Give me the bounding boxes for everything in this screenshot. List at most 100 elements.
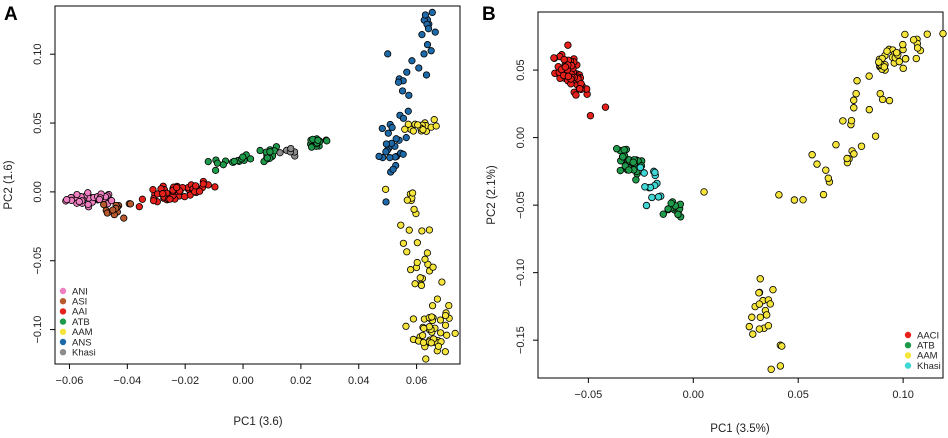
data-point-aam: [419, 331, 427, 340]
data-point-aam: [409, 189, 417, 197]
data-point-aam: [880, 63, 889, 71]
data-point-aaci: [560, 55, 568, 64]
legend-swatch-aam: [904, 352, 912, 359]
data-point-aam: [878, 95, 887, 104]
y-tick-label: −0.05: [515, 191, 527, 219]
y-tick-label: −0.15: [515, 326, 527, 354]
data-point-atb: [323, 137, 331, 145]
data-point-aam: [892, 48, 901, 57]
legend-swatch-aaci: [904, 331, 912, 339]
data-point-ans: [427, 47, 435, 55]
data-point-aam: [865, 72, 873, 80]
x-tick-label: 0.00: [232, 375, 253, 387]
x-tick-label: 0.10: [892, 389, 913, 401]
data-point-aam: [451, 329, 459, 337]
data-point-aam: [407, 266, 415, 274]
data-point-atb: [659, 210, 667, 218]
data-point-aam: [755, 325, 764, 333]
data-point-aam: [865, 105, 873, 114]
data-point-ans: [405, 91, 413, 99]
data-point-aam: [429, 263, 437, 271]
data-point-aam: [745, 322, 753, 331]
panel-a-letter: A: [4, 4, 18, 25]
data-point-aam: [832, 141, 840, 149]
data-point-aam: [790, 196, 799, 204]
data-point-ani: [84, 189, 92, 197]
data-point-ani: [63, 196, 71, 204]
data-point-aai: [138, 195, 146, 203]
data-point-aai: [199, 180, 207, 188]
data-point-ans: [422, 71, 431, 79]
data-point-aam: [875, 58, 883, 66]
x-tick-label: −0.05: [574, 389, 602, 401]
data-point-aam: [778, 342, 786, 350]
data-point-atb: [619, 153, 627, 161]
data-point-asi: [109, 206, 117, 214]
data-point-aam: [847, 116, 856, 125]
data-point-aam: [436, 329, 445, 337]
data-point-ans: [404, 107, 412, 115]
data-point-ans: [420, 50, 428, 58]
data-point-khasi: [654, 193, 663, 201]
data-point-atb: [314, 136, 322, 144]
data-point-atb: [246, 155, 255, 163]
legend-label-aam: AAM: [917, 351, 938, 362]
data-point-atb: [620, 146, 628, 154]
data-point-aam: [414, 121, 422, 129]
panel-a-y-axis-label: PC2 (1.6): [3, 160, 15, 209]
data-point-atb: [212, 166, 220, 174]
data-point-aam: [767, 365, 775, 373]
data-point-aam: [399, 239, 408, 247]
data-point-atb: [613, 145, 621, 153]
data-point-aam: [404, 120, 412, 128]
data-point-aam: [425, 226, 434, 234]
data-point-ans: [382, 198, 390, 206]
data-point-atb: [632, 176, 640, 184]
data-point-aam: [441, 348, 449, 356]
data-point-ans: [398, 87, 407, 95]
data-point-ans: [403, 68, 411, 76]
data-point-ans: [382, 140, 390, 148]
y-tick-label: −0.10: [515, 259, 527, 287]
data-point-aam: [852, 89, 860, 98]
data-point-aam: [445, 301, 453, 310]
data-point-khasi: [642, 201, 651, 210]
data-point-ans: [415, 64, 423, 72]
data-point-aam: [756, 275, 764, 283]
data-point-ans: [384, 129, 392, 137]
data-point-aam: [432, 122, 440, 130]
panel-a-points: [62, 8, 459, 363]
data-point-aam: [402, 322, 410, 330]
data-point-ans: [386, 154, 394, 162]
data-point-aam: [857, 142, 866, 150]
data-point-atb: [213, 159, 222, 167]
data-point-ans: [375, 152, 383, 161]
data-point-aam: [409, 315, 418, 323]
data-point-aaci: [586, 111, 595, 120]
data-point-aam: [416, 274, 424, 282]
data-point-aam: [419, 126, 427, 134]
data-point-aam: [428, 302, 437, 310]
data-point-aam: [427, 339, 435, 347]
data-point-aam: [824, 174, 833, 182]
data-point-aam: [438, 278, 446, 286]
data-point-aai: [135, 203, 143, 211]
data-point-ans: [378, 124, 386, 133]
data-point-aam: [913, 44, 922, 52]
legend-label-aaci: AACI: [917, 330, 939, 341]
data-point-ans: [384, 50, 392, 58]
data-point-atb: [230, 157, 238, 165]
panel-a-x-axis: −0.06 −0.04 −0.02 0.00 0.02 0.04 0.06: [56, 364, 427, 387]
data-point-aam: [843, 154, 851, 163]
data-point-aam: [901, 30, 909, 39]
data-point-aaci: [550, 54, 558, 62]
data-point-aai: [181, 193, 189, 201]
data-point-aam: [423, 249, 431, 257]
data-point-asi: [126, 200, 135, 208]
data-point-khasi: [641, 183, 649, 191]
legend-label-ans: ANS: [72, 337, 92, 348]
data-point-aam: [403, 196, 411, 204]
data-point-aaci: [564, 72, 573, 81]
